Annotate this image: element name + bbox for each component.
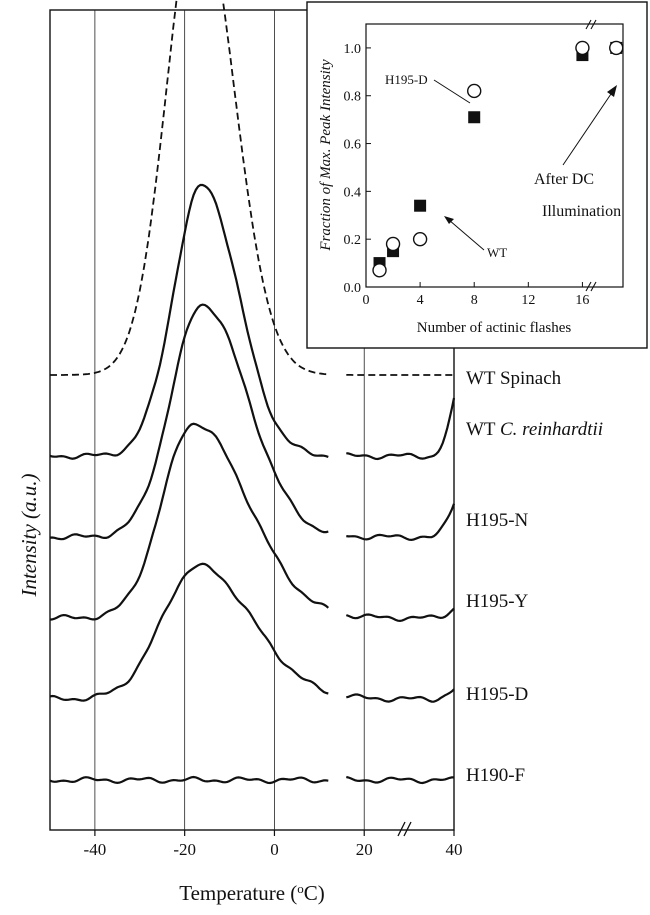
inset-arrow-h195-d xyxy=(433,79,471,104)
y-axis-title: Intensity (a.u.) xyxy=(17,473,41,597)
series-label-h195-y: H195-Y xyxy=(466,591,529,612)
inset-arrowhead-wt xyxy=(444,216,454,224)
series-line xyxy=(49,303,329,541)
x-tick-label: 20 xyxy=(356,840,373,859)
inset-arrow-after-dc xyxy=(562,90,614,166)
x-tick-label: 0 xyxy=(270,840,279,859)
inset-y-tick-label: 0.6 xyxy=(344,138,362,153)
series-line xyxy=(346,503,456,542)
series-line xyxy=(49,562,329,702)
inset-points xyxy=(372,40,624,278)
main-plot-frame xyxy=(49,9,455,831)
inset-y-tick-label: 0.4 xyxy=(344,185,362,200)
series-line xyxy=(346,397,456,461)
inset-arrowhead-after-dc xyxy=(607,85,617,97)
inset-point-h195-d xyxy=(412,231,428,247)
main-x-ticks: -40 -20 0 20 40 xyxy=(84,830,463,859)
inset-annotation-h195-d: H195-D xyxy=(385,72,428,87)
inset-y-tick-label: 0.0 xyxy=(344,281,362,296)
inset-y-tick-label: 0.8 xyxy=(344,90,362,105)
inset-axis-break xyxy=(585,19,597,292)
series-line xyxy=(345,607,455,623)
series-line xyxy=(49,775,329,785)
inset-chart: 0 4 8 12 16 0.0 0.2 0.4 0.6 0.8 1.0 Fraction of Ma… xyxy=(306,1,648,349)
inset-x-axis-title: Number of actinic flashes xyxy=(417,320,572,336)
inset-point-wt xyxy=(414,199,427,212)
series-line xyxy=(50,0,329,376)
series-line xyxy=(346,775,454,785)
axis-break-marks xyxy=(397,821,412,837)
series-label-wt-c-reinhardtii: WT C. reinhardtii xyxy=(466,419,603,440)
inset-point-h195-d xyxy=(385,236,401,252)
inset-ticks: 0 4 8 12 16 0.0 0.2 0.4 0.6 0.8 1.0 xyxy=(344,42,590,308)
inset-point-h195-d xyxy=(467,83,482,99)
series-label-h195-n: H195-N xyxy=(466,510,529,531)
series-label-h190-f: H190-F xyxy=(466,765,525,786)
x-tick-label: -20 xyxy=(173,840,196,859)
inset-annotation-wt: WT xyxy=(487,245,507,260)
inset-point-after-dc-h195-d xyxy=(609,40,624,56)
inset-x-tick-label: 12 xyxy=(521,293,535,308)
series-line xyxy=(346,688,455,703)
series-label-h195-d: H195-D xyxy=(466,684,528,705)
inset-point-h195-d xyxy=(372,263,387,278)
inset-y-tick-label: 1.0 xyxy=(344,42,362,57)
series-label-wt-spinach: WT Spinach xyxy=(466,368,562,389)
inset-y-tick-label: 0.2 xyxy=(344,233,362,248)
inset-x-tick-label: 8 xyxy=(471,293,478,308)
inset-arrow-wt xyxy=(448,219,485,251)
inset-annotation-illumination: Illumination xyxy=(542,203,621,220)
inset-point-wt xyxy=(468,111,481,124)
series-line xyxy=(49,183,329,460)
inset-x-tick-label: 16 xyxy=(575,293,589,308)
main-curves xyxy=(49,0,456,785)
x-axis-title: Temperature (oC) xyxy=(179,881,325,906)
inset-frame xyxy=(306,1,648,349)
inset-x-tick-label: 4 xyxy=(417,293,424,308)
inset-point-h195-d xyxy=(575,40,590,56)
inset-annotation-after-dc: After DC xyxy=(534,171,594,188)
x-tick-label: -40 xyxy=(84,840,107,859)
inset-x-tick-label: 0 xyxy=(363,293,370,308)
x-tick-label: 40 xyxy=(446,840,463,859)
series-line xyxy=(49,422,330,621)
inset-plot-area xyxy=(365,23,624,288)
inset-y-axis-title: Fraction of Max. Peak Intensity xyxy=(318,59,334,252)
